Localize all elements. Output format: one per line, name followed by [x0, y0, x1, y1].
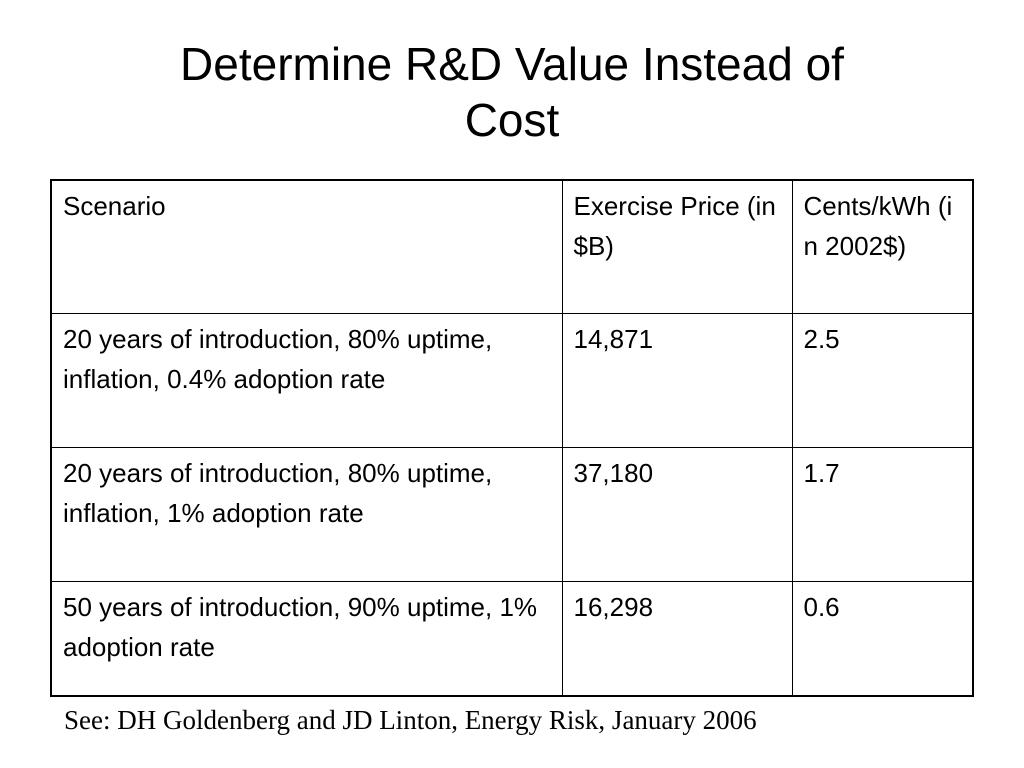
header-cents-per-kwh: Cents/kWh (in 2002$): [791, 179, 974, 314]
title-line-2: Cost: [464, 94, 560, 146]
table-row: 50 years of introduction, 90% uptime, 1%…: [50, 581, 974, 697]
citation-footnote: See: DH Goldenberg and JD Linton, Energy…: [64, 705, 757, 735]
table-row: 20 years of introduction, 80% uptime, in…: [50, 447, 974, 582]
cell-scenario: 50 years of introduction, 90% uptime, 1%…: [50, 581, 563, 697]
table-row: 20 years of introduction, 80% uptime, in…: [50, 313, 974, 448]
scenario-table: Scenario Exercise Price (in $B) Cents/kW…: [50, 179, 974, 697]
table-header-row: Scenario Exercise Price (in $B) Cents/kW…: [50, 179, 974, 314]
header-exercise-price: Exercise Price (in $B): [561, 179, 793, 314]
cell-scenario: 20 years of introduction, 80% uptime, in…: [50, 447, 563, 582]
cell-exercise-price: 14,871: [561, 313, 793, 448]
cell-exercise-price: 37,180: [561, 447, 793, 582]
cell-exercise-price: 16,298: [561, 581, 793, 697]
header-scenario: Scenario: [50, 179, 563, 314]
cell-cents-per-kwh: 2.5: [791, 313, 974, 448]
title-line-1: Determine R&D Value Instead of: [180, 38, 844, 90]
slide-title: Determine R&D Value Instead of Cost: [0, 36, 1024, 148]
cell-scenario: 20 years of introduction, 80% uptime, in…: [50, 313, 563, 448]
cell-cents-per-kwh: 1.7: [791, 447, 974, 582]
cell-cents-per-kwh: 0.6: [791, 581, 974, 697]
